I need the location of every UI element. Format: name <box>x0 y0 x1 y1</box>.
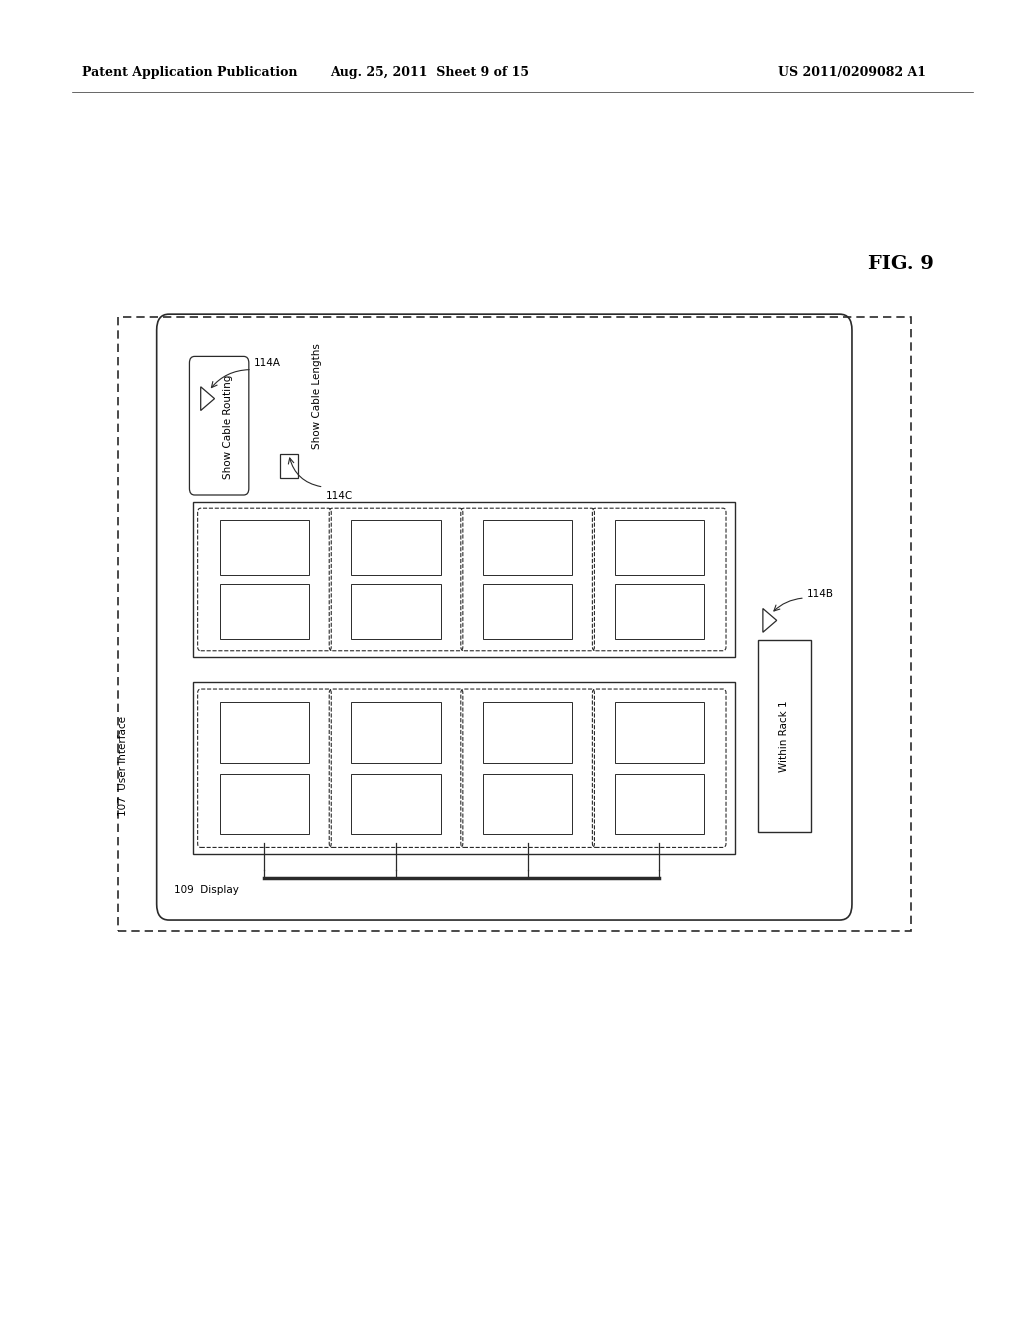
Text: Aug. 25, 2011  Sheet 9 of 15: Aug. 25, 2011 Sheet 9 of 15 <box>331 66 529 79</box>
Bar <box>220 774 309 834</box>
Bar <box>614 520 703 574</box>
Bar <box>614 702 703 763</box>
Text: FIG. 9: FIG. 9 <box>868 255 934 273</box>
Text: US 2011/0209082 A1: US 2011/0209082 A1 <box>778 66 927 79</box>
Bar <box>483 702 572 763</box>
Text: Within Rack 1: Within Rack 1 <box>779 700 790 772</box>
Text: Patent Application Publication: Patent Application Publication <box>82 66 297 79</box>
Bar <box>351 520 440 574</box>
Bar <box>351 774 440 834</box>
Text: 109  Display: 109 Display <box>174 884 239 895</box>
Bar <box>483 774 572 834</box>
Text: 114C: 114C <box>326 491 353 502</box>
Text: 114B: 114B <box>807 589 834 599</box>
Bar <box>483 520 572 574</box>
Bar <box>614 585 703 639</box>
Bar <box>193 502 735 657</box>
Bar <box>280 454 298 478</box>
Bar <box>118 317 911 931</box>
Text: 107  User Interface: 107 User Interface <box>118 715 128 816</box>
Bar <box>220 702 309 763</box>
Text: Show Cable Routing: Show Cable Routing <box>223 374 233 479</box>
Bar <box>220 520 309 574</box>
Text: Show Cable Lengths: Show Cable Lengths <box>312 343 323 449</box>
Bar <box>758 640 811 832</box>
Bar <box>614 774 703 834</box>
Text: 114A: 114A <box>254 358 281 368</box>
Bar <box>193 682 735 854</box>
Bar <box>351 702 440 763</box>
Bar <box>483 585 572 639</box>
Bar <box>351 585 440 639</box>
Bar <box>220 585 309 639</box>
